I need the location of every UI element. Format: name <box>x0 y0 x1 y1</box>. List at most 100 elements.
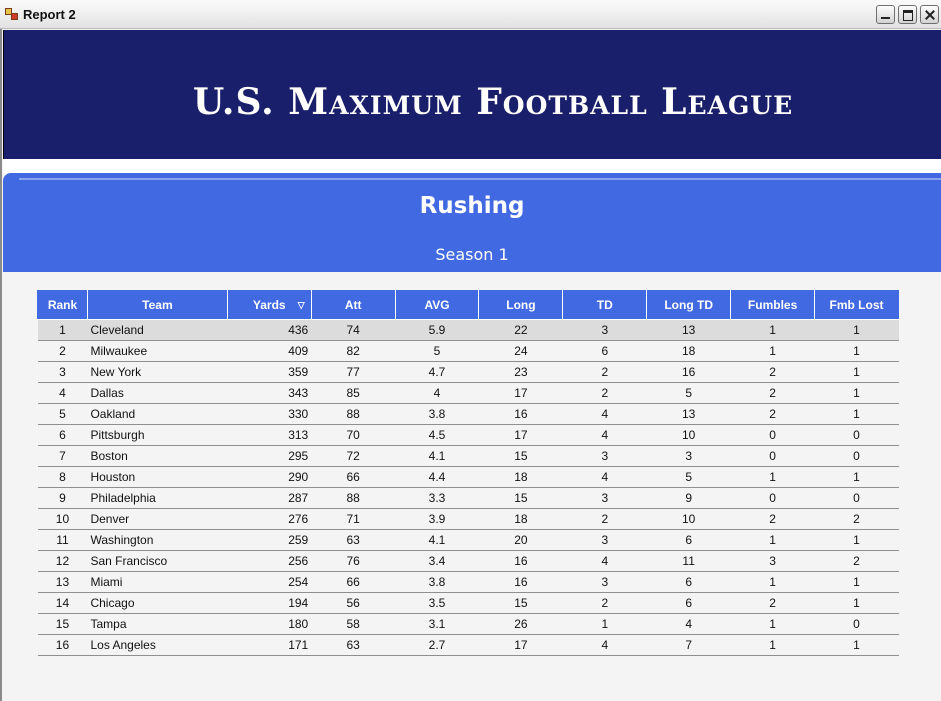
table-row[interactable]: 8 Houston 290 66 4.4 18 4 5 1 1 <box>37 466 899 488</box>
column-header-long-td[interactable]: Long TD <box>646 290 732 320</box>
cell-fumbles: 2 <box>730 592 815 614</box>
table-row[interactable]: 12 San Francisco 256 76 3.4 16 4 11 3 2 <box>37 550 899 572</box>
cell-long-td: 5 <box>646 382 731 404</box>
cell-rank: 1 <box>37 319 88 341</box>
table-row[interactable]: 16 Los Angeles 171 63 2.7 17 4 7 1 1 <box>37 634 899 656</box>
table-row[interactable]: 7 Boston 295 72 4.1 15 3 3 0 0 <box>37 445 899 467</box>
cell-fumbles: 1 <box>730 529 815 551</box>
cell-long-td: 5 <box>646 466 731 488</box>
section-divider <box>19 178 941 180</box>
column-header-td[interactable]: TD <box>562 290 648 320</box>
cell-long: 17 <box>478 382 563 404</box>
cell-long: 23 <box>478 361 563 383</box>
cell-yards: 194 <box>227 592 312 614</box>
close-button[interactable] <box>920 5 939 24</box>
cell-fmb-lost: 0 <box>814 487 899 509</box>
cell-team: Pittsburgh <box>87 424 228 446</box>
cell-long-td: 7 <box>646 634 731 656</box>
cell-rank: 12 <box>37 550 88 572</box>
cell-team: New York <box>87 361 228 383</box>
cell-att: 56 <box>311 592 396 614</box>
cell-avg: 5.9 <box>395 319 479 341</box>
cell-att: 72 <box>311 445 396 467</box>
league-banner: U.S. Maximum Football League <box>3 30 941 159</box>
column-header-rank[interactable]: Rank <box>37 290 88 320</box>
cell-td: 3 <box>562 319 647 341</box>
cell-team: Oakland <box>87 403 228 425</box>
cell-att: 88 <box>311 487 396 509</box>
column-header-yards[interactable]: Yards ▽ <box>226 290 312 320</box>
table-row[interactable]: 10 Denver 276 71 3.9 18 2 10 2 2 <box>37 508 899 530</box>
cell-fmb-lost: 0 <box>814 445 899 467</box>
cell-td: 2 <box>562 592 647 614</box>
cell-att: 66 <box>311 466 396 488</box>
column-header-att[interactable]: Att <box>310 290 396 320</box>
cell-yards: 254 <box>227 571 312 593</box>
column-header-team[interactable]: Team <box>86 290 228 320</box>
minimize-button[interactable] <box>876 5 895 24</box>
section-title: Rushing <box>419 193 525 219</box>
rushing-stats-table: Rank Team Yards ▽ Att AVG Long TD Long TD Fumbles… <box>37 290 899 656</box>
cell-fumbles: 1 <box>730 613 815 635</box>
table-row[interactable]: 1 Cleveland 436 74 5.9 22 3 13 1 1 <box>37 319 899 341</box>
cell-team: Los Angeles <box>87 634 228 656</box>
cell-team: San Francisco <box>87 550 228 572</box>
table-row[interactable]: 4 Dallas 343 85 4 17 2 5 2 1 <box>37 382 899 404</box>
cell-team: Dallas <box>87 382 228 404</box>
cell-long: 20 <box>478 529 563 551</box>
cell-yards: 290 <box>227 466 312 488</box>
column-header-avg[interactable]: AVG <box>394 290 480 320</box>
column-header-fmb-lost[interactable]: Fmb Lost <box>814 290 899 320</box>
cell-long: 17 <box>478 424 563 446</box>
cell-long-td: 6 <box>646 571 731 593</box>
cell-rank: 10 <box>37 508 88 530</box>
table-row[interactable]: 2 Milwaukee 409 82 5 24 6 18 1 1 <box>37 340 899 362</box>
cell-td: 4 <box>562 466 647 488</box>
cell-fmb-lost: 1 <box>814 634 899 656</box>
cell-long: 15 <box>478 487 563 509</box>
cell-team: Chicago <box>87 592 228 614</box>
cell-long-td: 9 <box>646 487 731 509</box>
cell-rank: 16 <box>37 634 88 656</box>
table-row[interactable]: 5 Oakland 330 88 3.8 16 4 13 2 1 <box>37 403 899 425</box>
section-subtitle: Season 1 <box>435 245 509 264</box>
cell-long-td: 10 <box>646 508 731 530</box>
cell-fmb-lost: 1 <box>814 319 899 341</box>
table-row[interactable]: 11 Washington 259 63 4.1 20 3 6 1 1 <box>37 529 899 551</box>
cell-att: 71 <box>311 508 396 530</box>
cell-long-td: 6 <box>646 529 731 551</box>
column-header-label: Fumbles <box>747 298 798 312</box>
cell-att: 66 <box>311 571 396 593</box>
cell-long: 15 <box>478 445 563 467</box>
column-header-label: Fmb Lost <box>829 298 884 312</box>
cell-td: 4 <box>562 634 647 656</box>
cell-avg: 3.4 <box>395 550 479 572</box>
column-header-fumbles[interactable]: Fumbles <box>730 290 816 320</box>
cell-team: Philadelphia <box>87 487 228 509</box>
cell-fumbles: 1 <box>730 319 815 341</box>
cell-fmb-lost: 1 <box>814 403 899 425</box>
column-header-label: Rank <box>47 298 78 312</box>
cell-team: Milwaukee <box>87 340 228 362</box>
column-header-long[interactable]: Long <box>478 290 564 320</box>
banner-separator <box>3 159 941 173</box>
maximize-button[interactable] <box>898 5 917 24</box>
table-row[interactable]: 9 Philadelphia 287 88 3.3 15 3 9 0 0 <box>37 487 899 509</box>
window-titlebar[interactable]: Report 2 <box>0 0 941 29</box>
table-row[interactable]: 13 Miami 254 66 3.8 16 3 6 1 1 <box>37 571 899 593</box>
cell-yards: 409 <box>227 340 312 362</box>
table-row[interactable]: 3 New York 359 77 4.7 23 2 16 2 1 <box>37 361 899 383</box>
cell-avg: 4.4 <box>395 466 479 488</box>
cell-td: 4 <box>562 424 647 446</box>
cell-rank: 3 <box>37 361 88 383</box>
cell-td: 4 <box>562 550 647 572</box>
cell-td: 3 <box>562 445 647 467</box>
table-row[interactable]: 6 Pittsburgh 313 70 4.5 17 4 10 0 0 <box>37 424 899 446</box>
table-row[interactable]: 15 Tampa 180 58 3.1 26 1 4 1 0 <box>37 613 899 635</box>
cell-yards: 180 <box>227 613 312 635</box>
cell-fumbles: 1 <box>730 634 815 656</box>
cell-fmb-lost: 2 <box>814 550 899 572</box>
section-header: Rushing Season 1 <box>3 173 941 272</box>
cell-team: Miami <box>87 571 228 593</box>
table-row[interactable]: 14 Chicago 194 56 3.5 15 2 6 2 1 <box>37 592 899 614</box>
